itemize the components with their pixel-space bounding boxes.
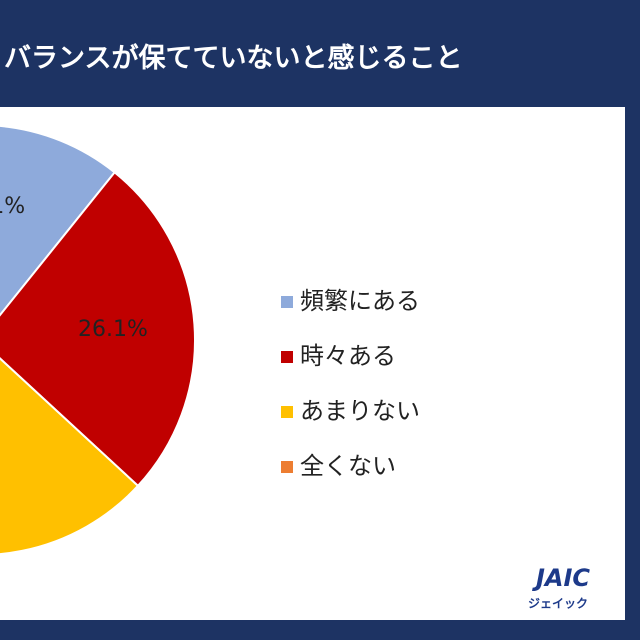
logo-mark: JAIC	[532, 564, 590, 592]
title-bar: バランスが保てていないと感じること	[0, 28, 640, 78]
data-label: 19.1%	[0, 194, 25, 219]
legend-swatch	[281, 461, 293, 473]
chart-title: バランスが保てていないと感じること	[4, 43, 463, 74]
data-label: 26.1%	[78, 317, 148, 342]
legend-swatch	[281, 296, 293, 308]
legend-swatch	[281, 406, 293, 418]
pie-slice	[0, 124, 117, 317]
legend-label: 全くない	[300, 452, 396, 480]
legend-label: 時々ある	[300, 342, 396, 370]
legend-label: 頻繁にある	[300, 287, 420, 315]
legend-label: あまりない	[300, 397, 420, 425]
legend-swatch	[281, 351, 293, 363]
pie-slice	[0, 170, 196, 488]
pie-slice	[0, 357, 140, 556]
logo-text: ジェイック	[528, 597, 588, 611]
